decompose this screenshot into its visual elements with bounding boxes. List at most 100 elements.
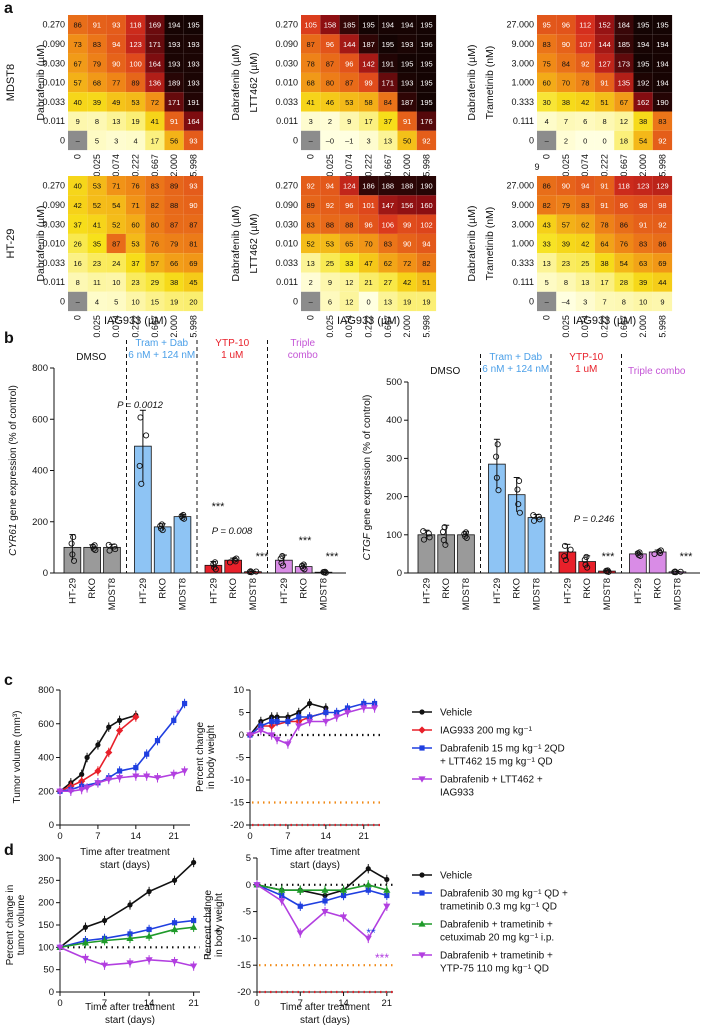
- heatmap-cell-value: 3: [114, 136, 118, 145]
- bar-data-point: [672, 569, 679, 576]
- heatmap-cell-value: 91: [600, 201, 608, 210]
- series-marker: [383, 886, 391, 893]
- bar-data-point: [69, 551, 76, 558]
- heatmap-cell: [125, 233, 146, 254]
- bar-data-point: [181, 515, 188, 522]
- heatmap-cell: [145, 291, 165, 312]
- heatmap-cell-value: 47: [364, 259, 372, 268]
- heatmap-y-tick: 0.010: [42, 78, 65, 88]
- heatmap-cell-value: –: [309, 136, 314, 145]
- heatmap-cell-value: 194: [401, 21, 414, 30]
- line-y-axis-label: Tumor volume (mm³): [12, 711, 23, 804]
- series-marker: [384, 876, 390, 883]
- heatmap-cell: [416, 291, 437, 312]
- heatmap-cell-value: 39: [93, 98, 101, 107]
- heatmap-cell-value: 6: [583, 117, 587, 126]
- heatmap-cell: [358, 272, 379, 292]
- heatmap-cell: [164, 195, 184, 215]
- series-marker: [95, 742, 101, 748]
- heatmap-x-tick: 0.667: [383, 154, 393, 177]
- heatmap-cell-value: 52: [112, 220, 120, 229]
- heatmap-cell-value: 86: [658, 240, 666, 249]
- heatmap-cell-value: 88: [326, 220, 334, 229]
- series-marker: [154, 738, 161, 744]
- heatmap-cell: [125, 195, 146, 215]
- heatmap-cell-value: 92: [581, 59, 589, 68]
- heatmap-cell: [339, 214, 359, 234]
- heatmap-cell-value: 52: [93, 201, 101, 210]
- heatmap-cell: [556, 111, 576, 131]
- heatmap-cell: [397, 92, 417, 112]
- heatmap-y-tick: 0.090: [42, 39, 65, 49]
- bar-x-tick-label: MDST8: [602, 578, 613, 610]
- heatmap-cell: [416, 34, 437, 54]
- heatmap-cell: [68, 130, 88, 151]
- heatmap-cell-value: 37: [73, 220, 81, 229]
- series-marker: [339, 886, 348, 893]
- legend-label: trametinib 0.3 mg kg⁻¹ QD: [440, 902, 557, 913]
- bar-data-point: [106, 547, 113, 554]
- heatmap-cell-value: 11: [93, 278, 101, 287]
- heatmap-cell-value: 160: [420, 201, 433, 210]
- series-marker: [94, 780, 102, 787]
- heatmap-cell: [339, 291, 359, 312]
- heatmap-cell-value: 10: [112, 278, 120, 287]
- heatmap-cell: [106, 15, 126, 35]
- heatmap-cell: [339, 34, 359, 54]
- bar-group-title: DMSO: [76, 352, 106, 363]
- heatmap-x-axis-label: IAG933 (µM): [104, 315, 167, 327]
- series-marker: [190, 963, 198, 970]
- bar-group-subtitle: combo: [288, 350, 318, 361]
- bar-y-axis-label-text: gene expression (% of control): [362, 395, 373, 533]
- series-marker: [171, 920, 178, 926]
- bar-data-point: [210, 561, 217, 568]
- heatmap-cell: [87, 53, 107, 73]
- legend-label: Vehicle: [440, 708, 473, 719]
- series-marker: [190, 923, 198, 930]
- bar-data-point: [137, 414, 144, 421]
- heatmap-x-tick: 5.998: [188, 154, 198, 177]
- series-marker: [143, 773, 151, 780]
- heatmap-cell-value: 99: [403, 220, 411, 229]
- bar-x-tick-label: HT-29: [279, 578, 290, 604]
- heatmap-cell-value: 39: [562, 240, 570, 249]
- heatmap-cell-value: 23: [562, 259, 570, 268]
- legend-marker: [419, 709, 425, 715]
- heatmap-cell-value: 68: [306, 79, 314, 88]
- series-marker: [365, 866, 371, 872]
- heatmap-cell-value: 42: [581, 240, 589, 249]
- heatmap-cell: [164, 15, 184, 35]
- line-x-axis-label: start (days): [100, 860, 150, 871]
- heatmap-cell: [145, 111, 165, 131]
- heatmap-cell: [301, 72, 321, 93]
- heatmap-cell: [378, 92, 398, 112]
- bar-data-point: [514, 486, 521, 493]
- heatmap-cell-value: 29: [151, 278, 159, 287]
- heatmap-cell-value: 13: [542, 259, 550, 268]
- series-marker: [84, 754, 90, 761]
- bar-data-point: [516, 509, 523, 516]
- heatmap-cell-value: 57: [73, 79, 81, 88]
- bar-group-title: Tram + Dab: [489, 352, 542, 363]
- heatmap-cell: [633, 272, 653, 292]
- heatmap-cell: [537, 130, 557, 151]
- bar-data-point: [561, 542, 569, 549]
- heatmap-cell: [183, 111, 204, 131]
- heatmap-y-tick: 0.033: [42, 258, 65, 268]
- bar-x-tick-label: HT-29: [67, 578, 78, 604]
- heatmap-x-tick: 0.667: [150, 315, 160, 338]
- heatmap-cell: [594, 130, 615, 151]
- heatmap-y-axis-label-secondary: Dabrafenib (µM): [230, 45, 242, 121]
- bar-x-tick-label: HT-29: [138, 578, 149, 604]
- series-marker: [105, 748, 113, 757]
- heatmap-y-tick: 0.033: [275, 258, 298, 268]
- heatmap-x-tick: 2.000: [169, 154, 179, 177]
- series-marker: [306, 700, 313, 707]
- heatmap-cell: [594, 272, 615, 292]
- bar-y-axis-label: CTGF gene expression (% of control): [362, 395, 373, 561]
- heatmap-cell-value: 33: [345, 259, 353, 268]
- heatmap-cell: [614, 15, 634, 35]
- heatmap-cell-value: 164: [187, 117, 200, 126]
- heatmap-cell: [358, 92, 379, 112]
- heatmap-cell: [378, 15, 398, 35]
